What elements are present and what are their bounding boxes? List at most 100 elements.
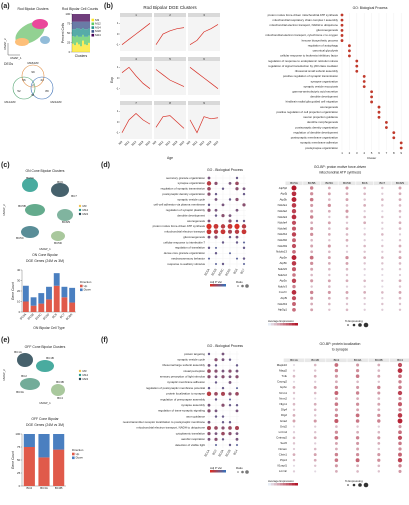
expression-dot bbox=[398, 279, 402, 283]
bar-segment bbox=[82, 34, 84, 41]
expression-dot bbox=[355, 368, 360, 373]
legend-title: Ratio bbox=[236, 280, 243, 284]
expression-dot bbox=[363, 262, 366, 265]
expression-dot bbox=[313, 436, 317, 440]
column-label: BC3B bbox=[375, 358, 383, 362]
venn-circle bbox=[30, 76, 54, 100]
go-term: detection of visible light bbox=[175, 443, 205, 447]
expression-dot bbox=[327, 192, 331, 196]
go-term: dense core granule organization bbox=[164, 251, 206, 255]
x-tick-label: BC2 bbox=[27, 486, 33, 490]
expression-dot bbox=[356, 408, 360, 412]
expression-dot bbox=[355, 458, 360, 463]
expression-dot bbox=[292, 273, 296, 277]
expression-dot bbox=[363, 244, 366, 248]
cluster-label: BC1A bbox=[14, 350, 22, 354]
legend-dot bbox=[245, 470, 249, 474]
expression-dot bbox=[328, 285, 331, 288]
expression-dot bbox=[363, 192, 366, 196]
go-dot bbox=[214, 415, 218, 418]
go-dot bbox=[340, 23, 344, 27]
expression-dot bbox=[398, 430, 402, 435]
cluster-label: BC7 bbox=[71, 194, 77, 198]
bar-segment bbox=[78, 21, 80, 29]
mean-line bbox=[121, 112, 151, 133]
x-tick-label: 7 bbox=[386, 151, 388, 155]
expression-dot bbox=[313, 453, 317, 457]
x-tick-label: BC5C bbox=[34, 312, 42, 320]
go-dot bbox=[370, 95, 373, 99]
go-dot bbox=[243, 241, 245, 244]
expression-dot bbox=[314, 470, 317, 473]
mean-line bbox=[121, 23, 151, 45]
gene-label: Ndufa1 bbox=[278, 203, 288, 207]
venn-set-label: M24vM3 bbox=[50, 100, 61, 104]
expression-dot bbox=[292, 302, 296, 306]
bar-segment bbox=[84, 29, 86, 37]
y-tick-label: 0 bbox=[117, 120, 119, 124]
bar-segment bbox=[23, 447, 35, 486]
go-dot bbox=[221, 369, 225, 373]
expression-dot bbox=[327, 256, 331, 260]
bar-segment bbox=[72, 14, 74, 22]
y-axis-label: UMAP_2 bbox=[2, 369, 6, 381]
expression-dot bbox=[313, 408, 317, 412]
bar-segment bbox=[23, 434, 35, 447]
expression-dot bbox=[345, 279, 349, 283]
go-term: gamma-aminobutyric acid secretion bbox=[292, 89, 338, 93]
go-dot bbox=[221, 241, 225, 244]
expression-dot bbox=[292, 447, 296, 451]
go-dot bbox=[234, 229, 240, 234]
expression-dot bbox=[310, 285, 313, 288]
x-tick-label: M24 bbox=[144, 140, 151, 147]
panel-title: ON Cone Bipolar Clusters bbox=[25, 169, 64, 173]
expression-dot bbox=[313, 391, 317, 395]
go-dot bbox=[221, 386, 225, 390]
legend-label: M18 bbox=[95, 29, 101, 33]
bar-segment bbox=[74, 36, 76, 46]
go-dot bbox=[207, 186, 211, 191]
gene-label: Atp5k bbox=[280, 197, 288, 201]
expression-dot bbox=[363, 215, 366, 219]
go-dot bbox=[235, 241, 239, 244]
go-dot bbox=[370, 100, 373, 104]
expression-dot bbox=[345, 215, 349, 219]
expression-dot bbox=[335, 470, 338, 473]
go-dot bbox=[207, 420, 211, 424]
y-tick-label: 100 bbox=[65, 12, 70, 16]
legend-swatch bbox=[91, 33, 95, 37]
panel-bg bbox=[120, 105, 152, 139]
chart-title: DGE Genes (24M vs 3M) bbox=[26, 423, 64, 427]
go-dot bbox=[214, 198, 218, 201]
colorbar bbox=[292, 483, 295, 486]
go-term: mitochondrial respiratory chain complex … bbox=[272, 18, 338, 22]
go-dot bbox=[348, 44, 351, 48]
expression-dot bbox=[310, 273, 313, 277]
expression-dot bbox=[328, 273, 331, 277]
y-tick-label: 25 bbox=[67, 40, 71, 44]
expression-dot bbox=[377, 464, 381, 468]
go-dot bbox=[221, 262, 225, 266]
colorbar bbox=[283, 323, 286, 326]
expression-dot bbox=[345, 198, 349, 202]
expression-dot bbox=[377, 447, 381, 451]
go-dot bbox=[228, 219, 232, 223]
expression-dot bbox=[381, 308, 384, 311]
legend-dot bbox=[237, 471, 239, 473]
bar-segment bbox=[80, 14, 82, 22]
go-dot bbox=[207, 363, 211, 367]
column-header bbox=[338, 181, 356, 186]
bar-segment bbox=[69, 287, 76, 303]
expression-dot bbox=[292, 238, 296, 243]
legend-dot bbox=[363, 482, 369, 488]
bar-segment bbox=[72, 43, 74, 52]
expression-dot bbox=[398, 273, 402, 277]
expression-dot bbox=[334, 435, 339, 440]
bar-segment bbox=[61, 297, 68, 312]
bar-segment bbox=[80, 21, 82, 30]
expression-dot bbox=[398, 192, 402, 196]
x-tick-label: M12 bbox=[123, 140, 130, 147]
y-tick-label: 0 bbox=[19, 310, 21, 314]
expression-dot bbox=[328, 227, 331, 230]
strip bbox=[154, 101, 186, 105]
